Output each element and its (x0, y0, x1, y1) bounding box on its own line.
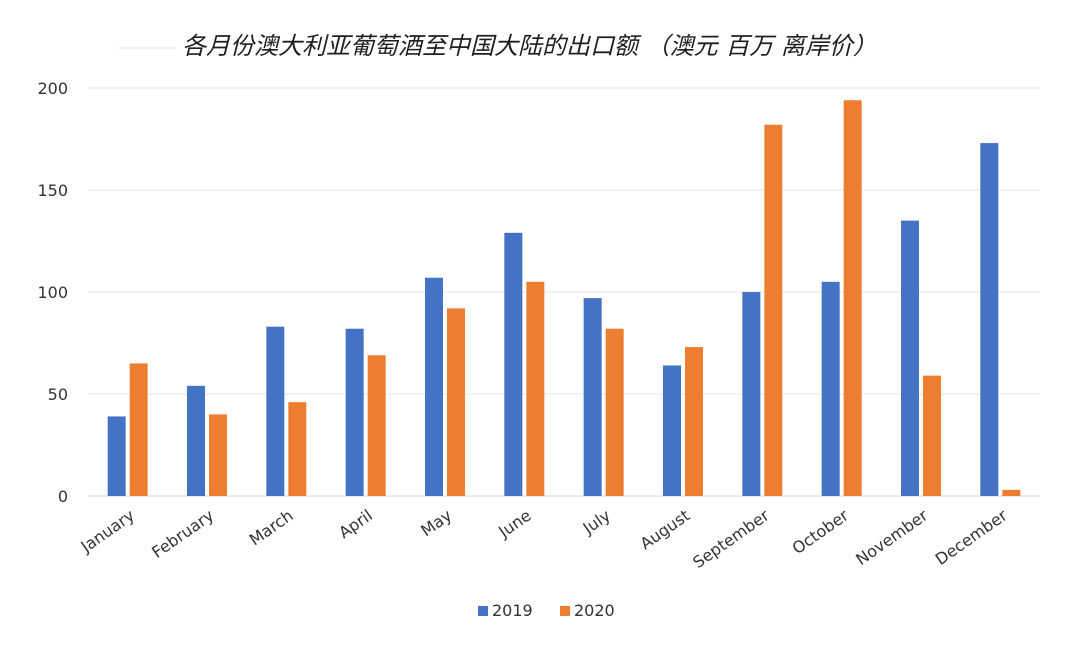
x-tick-label: December (932, 505, 1011, 568)
bar-2019-january (107, 416, 126, 496)
bar-2020-may (447, 308, 465, 496)
bar-2020-september (764, 124, 783, 496)
bar-2019-june (504, 232, 523, 496)
bar-2020-march (288, 402, 307, 496)
x-tick-label: July (579, 506, 614, 539)
legend: 2019 2020 (478, 601, 615, 620)
legend-label: 2020 (574, 601, 615, 620)
bar-2020-november (923, 375, 941, 496)
y-tick-label: 150 (37, 181, 68, 200)
x-tick-label: February (148, 506, 217, 562)
legend-label: 2019 (492, 601, 533, 620)
x-tick-label: January (77, 506, 138, 557)
bar-2020-february (209, 414, 227, 496)
bar-2019-september (742, 292, 761, 496)
chart-title: 各月份澳大利亚葡萄酒至中国大陆的出口额 （澳元 百万 离岸价） (182, 32, 877, 60)
bar-2019-march (266, 326, 285, 496)
bar-2020-august (685, 347, 703, 496)
x-tick-label: August (637, 506, 694, 554)
bar-2019-february (187, 385, 205, 496)
y-tick-label: 100 (37, 283, 68, 302)
x-tick-label: May (417, 506, 455, 541)
x-tick-label: November (852, 505, 931, 569)
gridlines (88, 87, 1040, 497)
y-tick-label: 200 (37, 79, 68, 98)
y-tick-label: 0 (58, 487, 68, 506)
bar-2020-june (526, 281, 545, 496)
bars (107, 100, 1021, 497)
bar-2019-may (425, 277, 443, 496)
legend-swatch (560, 606, 570, 616)
x-tick-label: October (789, 505, 853, 558)
bar-2019-november (901, 220, 919, 496)
bar-2020-december (1002, 489, 1021, 496)
bar-2020-april (367, 355, 386, 496)
x-tick-label: June (494, 506, 534, 542)
x-tick-label: March (246, 506, 297, 550)
x-tick-label: April (335, 506, 376, 543)
bar-2019-july (583, 298, 602, 496)
x-axis-ticks: January February March April May June July Augu… (77, 505, 1011, 572)
bar-2019-october (821, 281, 840, 496)
x-tick-label: September (689, 505, 773, 572)
bar-2019-april (345, 328, 364, 496)
bar-2019-august (663, 365, 681, 496)
bar-2020-july (605, 328, 624, 496)
bar-2019-december (980, 143, 999, 496)
legend-swatch (478, 606, 488, 616)
bar-2020-october (843, 100, 862, 497)
bar-2020-january (129, 363, 148, 496)
y-tick-label: 50 (48, 385, 68, 404)
y-axis-ticks: 0 50 100 150 200 (37, 79, 68, 506)
